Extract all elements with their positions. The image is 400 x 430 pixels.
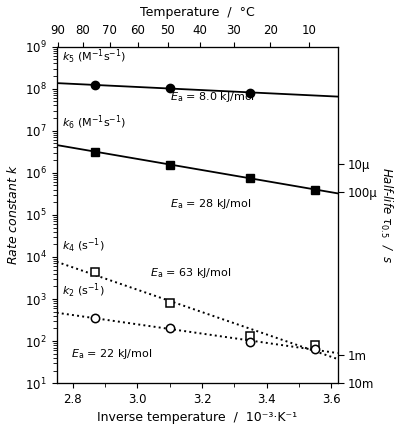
Text: $E_{\rm a}$ = 8.0 kJ/mol: $E_{\rm a}$ = 8.0 kJ/mol xyxy=(170,89,254,104)
Text: $k_5$ (M$^{-1}$s$^{-1}$): $k_5$ (M$^{-1}$s$^{-1}$) xyxy=(62,48,126,66)
Text: $k_2$ (s$^{-1}$): $k_2$ (s$^{-1}$) xyxy=(62,282,104,300)
X-axis label: Temperature  /  °C: Temperature / °C xyxy=(140,6,254,18)
Text: $E_{\rm a}$ = 63 kJ/mol: $E_{\rm a}$ = 63 kJ/mol xyxy=(150,266,232,280)
X-axis label: Inverse temperature  /  10⁻³·K⁻¹: Inverse temperature / 10⁻³·K⁻¹ xyxy=(97,412,297,424)
Text: $k_4$ (s$^{-1}$): $k_4$ (s$^{-1}$) xyxy=(62,237,104,255)
Text: $E_{\rm a}$ = 28 kJ/mol: $E_{\rm a}$ = 28 kJ/mol xyxy=(170,197,251,212)
Text: $k_6$ (M$^{-1}$s$^{-1}$): $k_6$ (M$^{-1}$s$^{-1}$) xyxy=(62,114,126,132)
Y-axis label: Rate constant $k$: Rate constant $k$ xyxy=(6,164,20,265)
Y-axis label: Half-life $\tau_{0.5}$  /  s: Half-life $\tau_{0.5}$ / s xyxy=(378,166,394,263)
Text: $E_{\rm a}$ = 22 kJ/mol: $E_{\rm a}$ = 22 kJ/mol xyxy=(71,347,152,361)
